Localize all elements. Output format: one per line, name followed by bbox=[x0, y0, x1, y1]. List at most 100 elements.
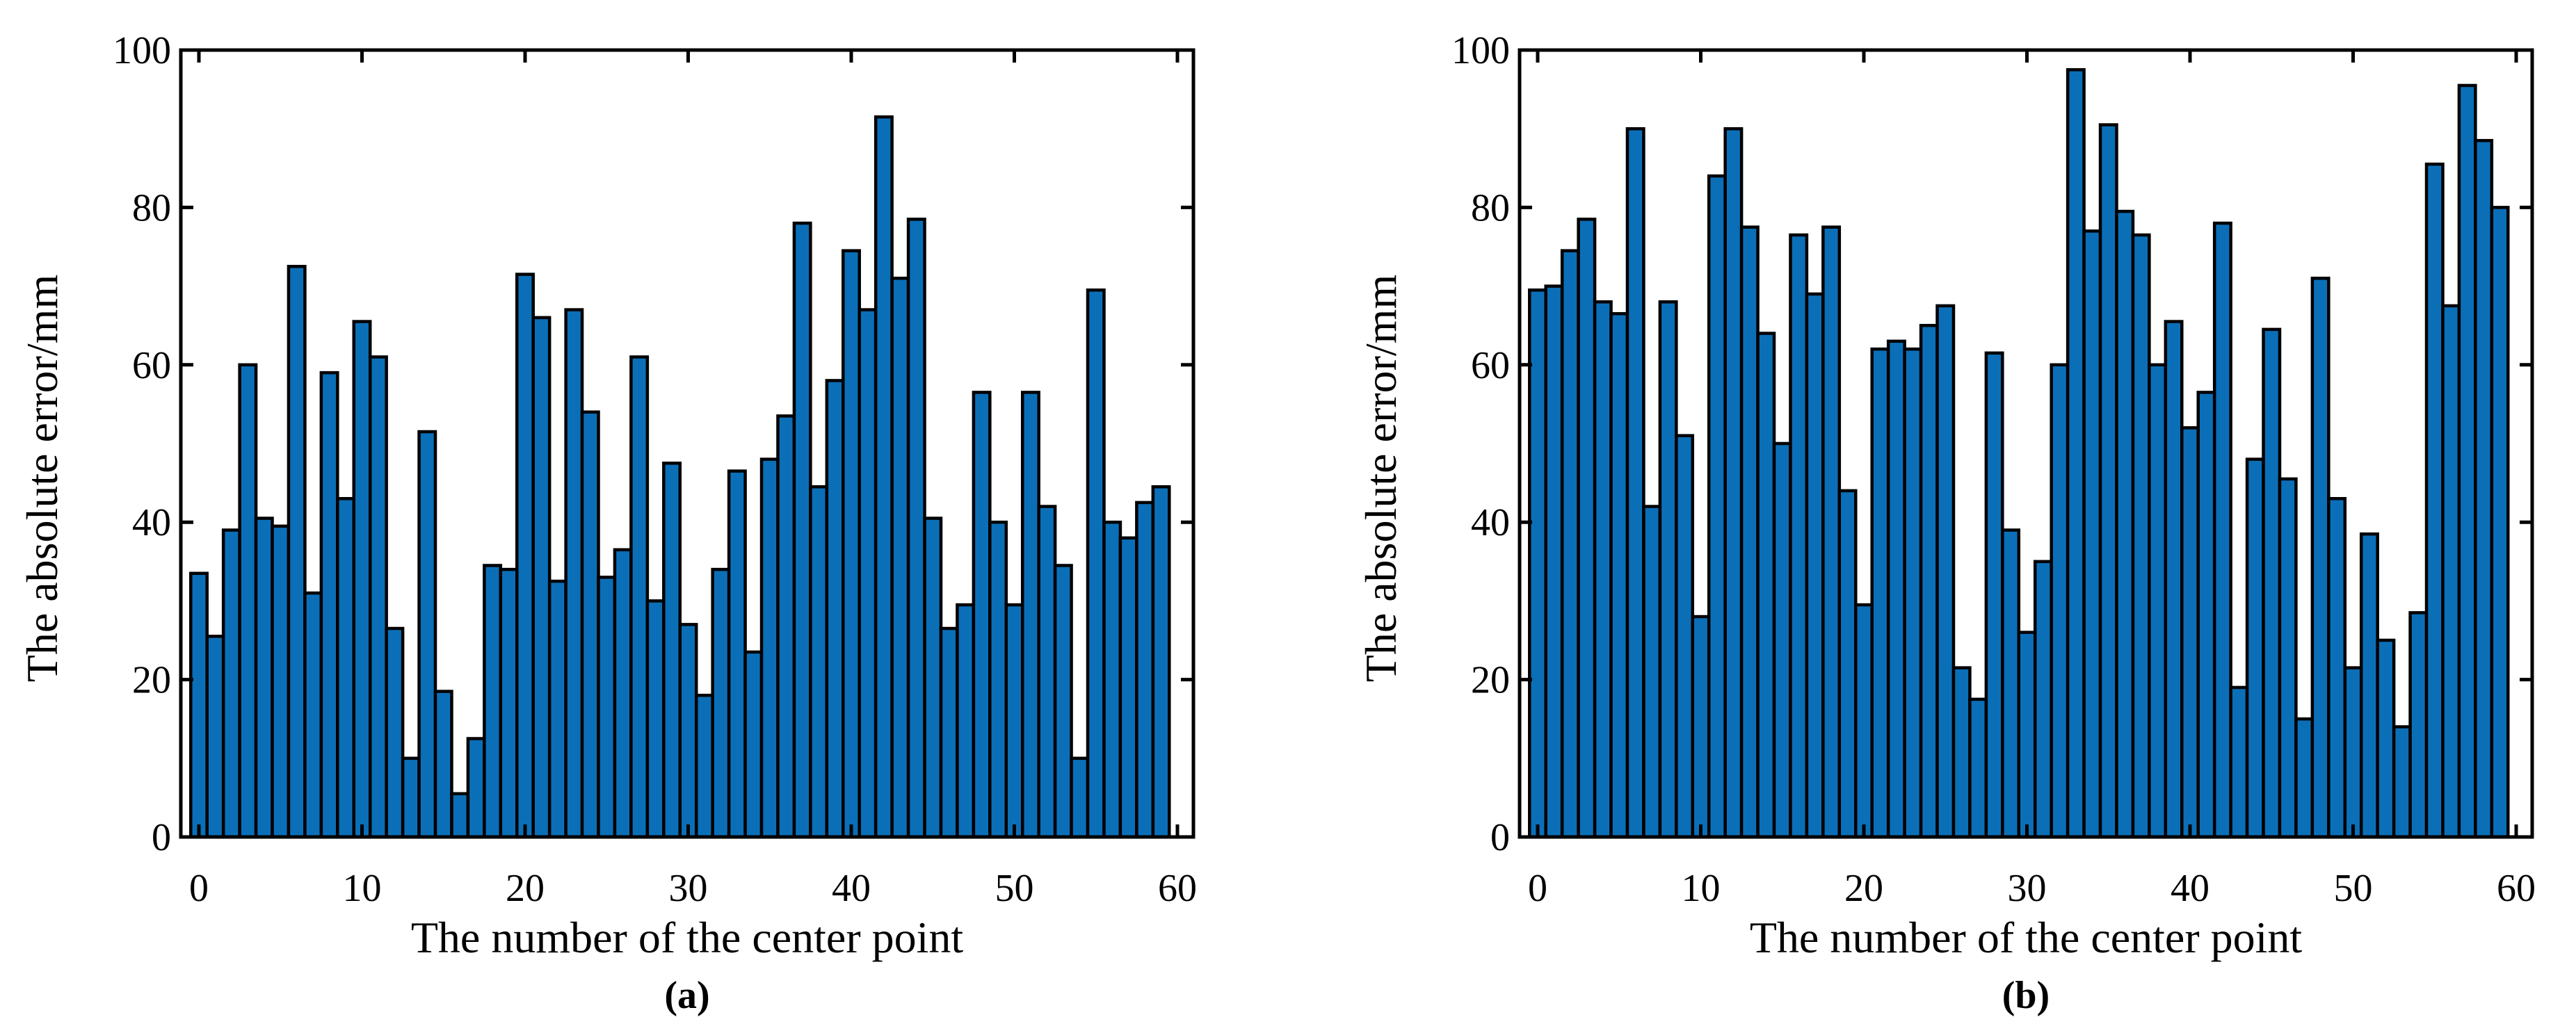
bar bbox=[1756, 332, 1776, 839]
panel-label: (a) bbox=[664, 974, 709, 1017]
bar bbox=[1903, 347, 1923, 839]
x-tick-label: 40 bbox=[2171, 867, 2209, 910]
bar bbox=[1870, 347, 1890, 839]
bar bbox=[1625, 127, 1645, 839]
y-tick-label: 100 bbox=[1451, 29, 1510, 72]
y-axis-label: The absolute error/mm bbox=[17, 275, 67, 682]
axis-ticks: 0 10 20 30 40 50 60 0 20 40 60 80 100 bbox=[113, 29, 1197, 910]
y-tick-label: 40 bbox=[132, 501, 171, 544]
bar bbox=[694, 693, 714, 839]
bar bbox=[2017, 631, 2037, 839]
bar bbox=[1935, 304, 1956, 839]
bar bbox=[2408, 611, 2429, 839]
x-axis-label: The number of the center point bbox=[1750, 913, 2303, 962]
bar bbox=[923, 516, 943, 839]
x-tick-label: 50 bbox=[995, 867, 1034, 910]
bar bbox=[1086, 288, 1106, 839]
bar bbox=[1004, 603, 1024, 839]
bar bbox=[1691, 615, 1711, 839]
bar bbox=[221, 528, 241, 839]
plot-area bbox=[1518, 48, 2534, 839]
bar bbox=[2196, 391, 2216, 839]
bar bbox=[2343, 666, 2363, 839]
bar bbox=[303, 591, 323, 839]
bar bbox=[1070, 756, 1090, 839]
bar bbox=[2359, 532, 2379, 839]
bar bbox=[2327, 496, 2347, 839]
y-tick-label: 0 bbox=[1490, 816, 1510, 859]
bar bbox=[1544, 284, 1564, 839]
bar bbox=[433, 690, 453, 839]
bar bbox=[271, 524, 291, 839]
bar bbox=[809, 485, 829, 839]
x-axis-label: The number of the center point bbox=[411, 913, 964, 962]
bar bbox=[727, 469, 747, 839]
bar bbox=[2474, 138, 2494, 839]
x-tick-label: 0 bbox=[1528, 867, 1547, 910]
bar bbox=[2245, 457, 2265, 839]
bar bbox=[2278, 477, 2298, 839]
bar bbox=[385, 626, 405, 839]
bar bbox=[1854, 603, 1874, 839]
bar bbox=[2212, 221, 2232, 839]
y-tick-label: 60 bbox=[1471, 344, 1510, 387]
bar bbox=[1118, 536, 1138, 839]
y-tick-label: 80 bbox=[132, 186, 171, 229]
bar bbox=[254, 516, 274, 839]
bar bbox=[1805, 292, 1825, 839]
bar bbox=[368, 355, 388, 839]
bar bbox=[450, 792, 470, 839]
bar bbox=[1886, 339, 1906, 839]
bar bbox=[2457, 83, 2477, 839]
y-tick-label: 100 bbox=[113, 29, 171, 72]
bar bbox=[743, 650, 764, 839]
chart-panel-a: The absolute error/mm The number of the … bbox=[17, 29, 1197, 1017]
bar bbox=[2001, 528, 2021, 839]
bar bbox=[1984, 351, 2004, 839]
bar bbox=[1560, 249, 1580, 839]
bar bbox=[417, 430, 437, 839]
bar bbox=[1658, 300, 1678, 839]
plot-area bbox=[179, 48, 1196, 839]
bar bbox=[1675, 434, 1695, 839]
bar bbox=[287, 265, 307, 839]
bar bbox=[319, 371, 339, 839]
bar-series bbox=[189, 115, 1171, 839]
bar bbox=[2294, 717, 2315, 839]
bar bbox=[1951, 666, 1972, 839]
bar bbox=[842, 249, 861, 839]
bar bbox=[483, 564, 503, 839]
bar bbox=[2180, 426, 2200, 839]
chart-panel-b: The absolute error/mm The number of the … bbox=[1356, 29, 2536, 1017]
bar bbox=[2148, 363, 2168, 839]
bar bbox=[2441, 304, 2461, 839]
bar bbox=[1919, 323, 1939, 839]
bar bbox=[1707, 174, 1727, 839]
bar bbox=[858, 308, 878, 839]
bar bbox=[678, 623, 698, 839]
bar bbox=[645, 599, 666, 839]
x-tick-label: 60 bbox=[1158, 867, 1197, 910]
x-tick-label: 20 bbox=[1844, 867, 1883, 910]
bar bbox=[711, 567, 731, 839]
x-tick-label: 10 bbox=[343, 867, 382, 910]
bar bbox=[1968, 697, 1988, 839]
bar bbox=[1053, 564, 1073, 839]
x-tick-label: 50 bbox=[2334, 867, 2373, 910]
x-tick-label: 10 bbox=[1682, 867, 1721, 910]
panel-label: (b) bbox=[2002, 974, 2050, 1017]
y-tick-label: 0 bbox=[152, 816, 171, 859]
bar bbox=[1821, 225, 1842, 839]
bar bbox=[972, 391, 992, 839]
bar bbox=[515, 273, 535, 839]
bar bbox=[874, 115, 894, 839]
bar bbox=[2131, 233, 2151, 839]
bar bbox=[1593, 300, 1613, 839]
x-tick-label: 40 bbox=[832, 867, 871, 910]
bar bbox=[1642, 505, 1662, 839]
x-tick-label: 20 bbox=[506, 867, 545, 910]
bar bbox=[2066, 68, 2086, 839]
bar bbox=[2262, 327, 2282, 839]
bar bbox=[189, 571, 209, 839]
bar bbox=[205, 635, 225, 839]
